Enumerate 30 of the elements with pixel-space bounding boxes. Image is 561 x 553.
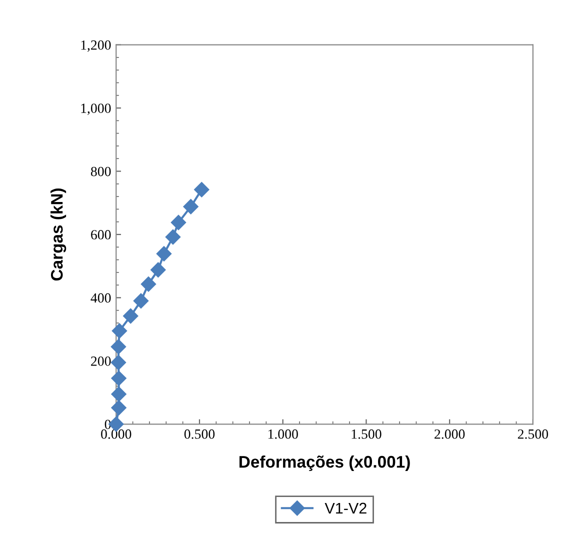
point (150, 262, 166, 278)
point (111, 386, 126, 402)
legend-label: V1-V2 (324, 502, 366, 514)
point (140, 276, 156, 292)
point (111, 400, 126, 416)
point (123, 308, 138, 324)
x-tick-label: 2.500 (518, 429, 548, 439)
y-tick-label: 200 (91, 356, 111, 366)
point (133, 293, 149, 308)
y-tick-label: 1,000 (81, 104, 111, 115)
point (111, 370, 126, 386)
point (183, 199, 198, 214)
point (112, 323, 128, 338)
point (110, 354, 126, 370)
point (110, 339, 126, 354)
y-tick-label: 800 (90, 166, 111, 176)
x-axis-title: Deformações (x0.001) (240, 455, 410, 472)
x-tick-label: 1.500 (352, 429, 382, 439)
x-tick-label: 0.500 (184, 429, 215, 439)
y-tick-label: 1,200 (81, 40, 111, 52)
y-tick-label: 600 (91, 230, 111, 240)
x-tick-label: 1.000 (268, 429, 298, 439)
y-tick-label: 400 (90, 293, 111, 303)
point (165, 229, 181, 245)
y-axis-title: Cargas (kN) (50, 188, 66, 281)
x-tick-label: 0.000 (101, 429, 132, 439)
point (156, 246, 172, 262)
point (170, 214, 186, 230)
x-tick-label: 2.000 (434, 429, 465, 439)
point (194, 182, 210, 198)
